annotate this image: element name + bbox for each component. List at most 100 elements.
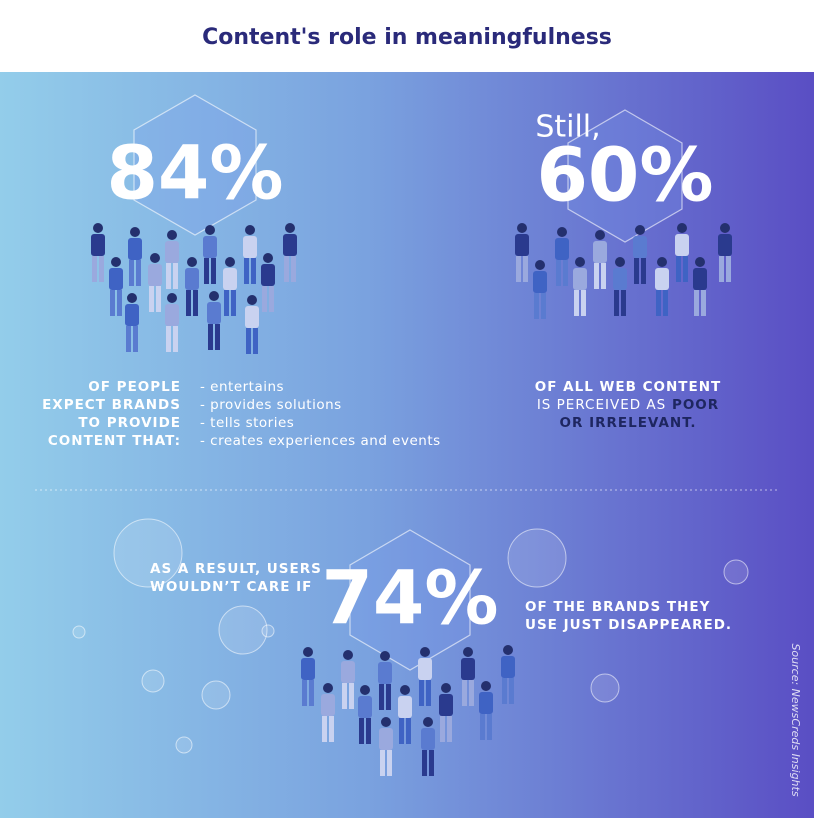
figure-part xyxy=(291,256,296,282)
person xyxy=(479,681,493,740)
bubble xyxy=(261,624,275,638)
figure-part xyxy=(91,234,105,256)
figure-part xyxy=(342,683,347,709)
stat-outro: OF THE BRANDS THEY xyxy=(525,599,710,615)
figure-part xyxy=(462,680,467,706)
figure-part xyxy=(302,680,307,706)
figure-part xyxy=(246,328,251,354)
figure-part xyxy=(262,286,267,312)
figure-part xyxy=(117,290,122,316)
figure-part xyxy=(149,286,154,312)
figure-part xyxy=(165,241,179,263)
figure-part xyxy=(613,268,627,290)
figure-part xyxy=(125,304,139,326)
stat-label: OF PEOPLE xyxy=(88,379,181,395)
figure-part xyxy=(418,658,432,680)
figure-part xyxy=(595,230,605,240)
stat-label: TO PROVIDE xyxy=(78,415,181,431)
figure-part xyxy=(726,256,731,282)
figure-part xyxy=(615,257,625,267)
figure-part xyxy=(469,680,474,706)
figure-part xyxy=(440,716,445,742)
figure-part xyxy=(523,256,528,282)
figure-part xyxy=(133,326,138,352)
hexagon xyxy=(349,529,471,671)
figure-part xyxy=(283,234,297,256)
figure-part xyxy=(676,256,681,282)
person xyxy=(461,647,475,706)
bubble xyxy=(113,518,183,588)
hexagon xyxy=(567,109,683,243)
figure-part xyxy=(535,260,545,270)
source: Source: NewsCreds Insights xyxy=(789,643,802,796)
figure-part xyxy=(574,290,579,316)
stat-value: 74% xyxy=(321,556,498,642)
figure-part xyxy=(93,223,103,233)
person xyxy=(613,257,627,316)
figure-part xyxy=(309,680,314,706)
figure-part xyxy=(656,290,661,316)
figure-part xyxy=(422,750,427,776)
figure-part xyxy=(641,258,646,284)
figure-part xyxy=(633,236,647,258)
figure-part xyxy=(509,678,514,704)
figure-part xyxy=(301,658,315,680)
figure-part xyxy=(185,268,199,290)
list-item: - provides solutions xyxy=(200,397,342,413)
figure-part xyxy=(381,717,391,727)
figure-part xyxy=(341,661,355,683)
bubble xyxy=(507,528,567,588)
figure-part xyxy=(251,258,256,284)
figure-part xyxy=(718,234,732,256)
figure-part xyxy=(129,260,134,286)
figure-part xyxy=(419,680,424,706)
figure-part xyxy=(516,256,521,282)
person xyxy=(283,223,297,282)
person xyxy=(321,683,335,742)
figure-part xyxy=(463,647,473,657)
stat-intro: Still, xyxy=(535,110,600,145)
figure-part xyxy=(150,253,160,263)
figure-part xyxy=(601,263,606,289)
figure-part xyxy=(447,716,452,742)
figure-part xyxy=(501,656,515,678)
person xyxy=(439,683,453,742)
figure-part xyxy=(380,651,390,661)
figure-part xyxy=(245,225,255,235)
figure-part xyxy=(663,290,668,316)
figure-part xyxy=(429,750,434,776)
figure-part xyxy=(166,263,171,289)
figure-part xyxy=(581,290,586,316)
bubble xyxy=(723,559,749,585)
person xyxy=(675,223,689,282)
person xyxy=(358,685,372,744)
figure-part xyxy=(165,304,179,326)
figure-part xyxy=(614,290,619,316)
figure-part xyxy=(534,293,539,319)
stat-outro: USE JUST DISAPPEARED. xyxy=(525,617,732,633)
figure-part xyxy=(207,302,221,324)
figure-part xyxy=(225,257,235,267)
bubble xyxy=(72,625,86,639)
figure-part xyxy=(343,650,353,660)
person xyxy=(341,650,355,709)
figure-part xyxy=(541,293,546,319)
figure-part xyxy=(359,718,364,744)
figure-part xyxy=(156,286,161,312)
figure-part xyxy=(130,227,140,237)
figure-part xyxy=(480,714,485,740)
figure-part xyxy=(594,263,599,289)
person xyxy=(261,253,275,312)
figure-part xyxy=(269,286,274,312)
figure-part xyxy=(110,290,115,316)
figure-part xyxy=(136,260,141,286)
figure-part xyxy=(261,264,275,286)
figure-part xyxy=(695,257,705,267)
figure-part xyxy=(322,716,327,742)
figure-part xyxy=(323,683,333,693)
header xyxy=(0,0,814,72)
figure-part xyxy=(421,728,435,750)
bubble xyxy=(201,680,231,710)
figure-part xyxy=(186,290,191,316)
figure-part xyxy=(556,260,561,286)
